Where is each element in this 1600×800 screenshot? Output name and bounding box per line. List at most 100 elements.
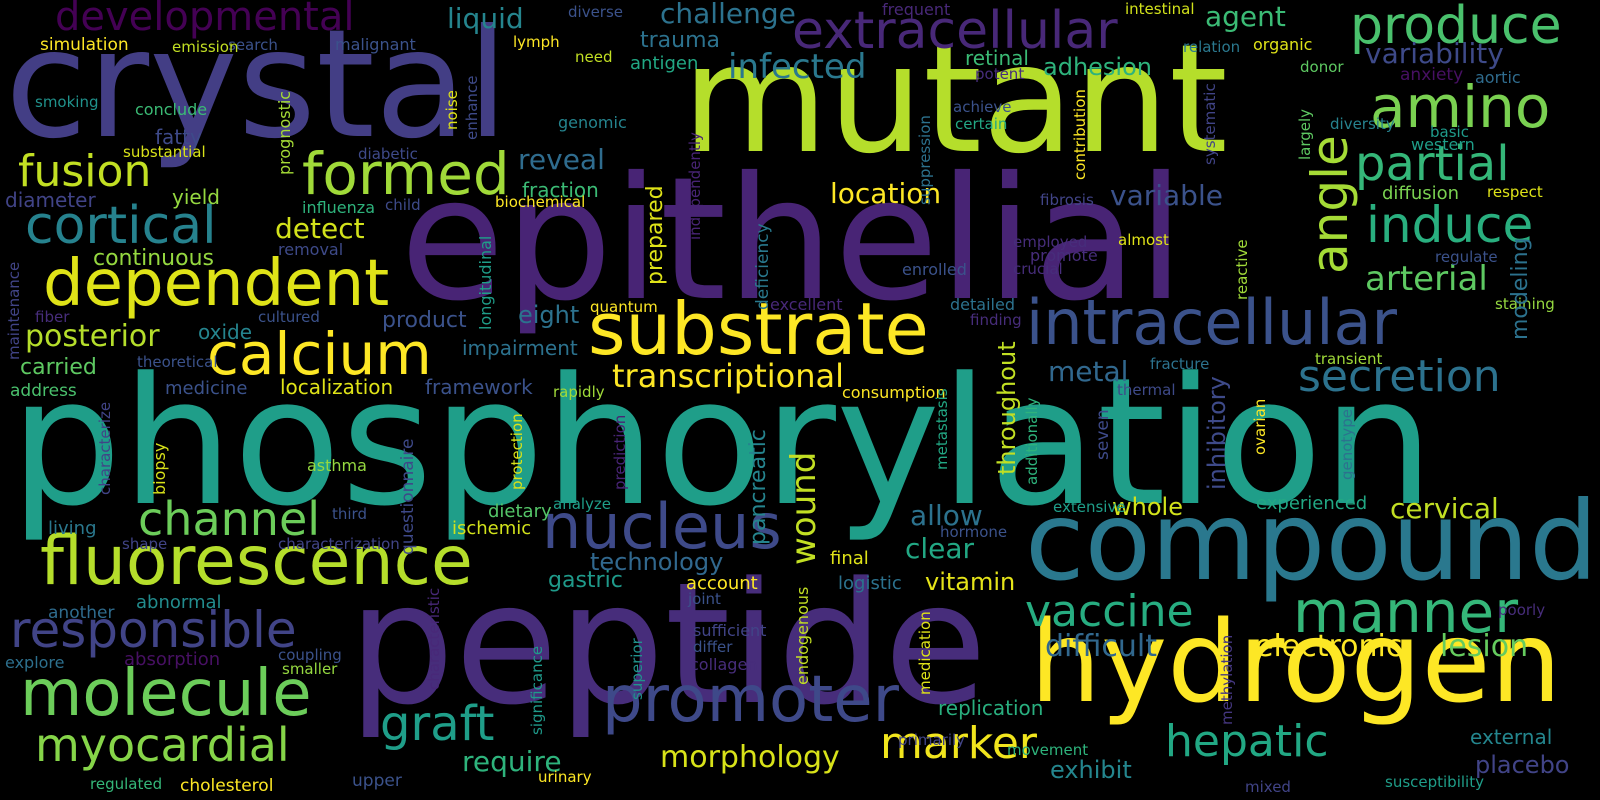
word-product: product [382,308,467,333]
word-metastasis: metastasis [933,388,951,470]
word-impairment: impairment [462,336,578,360]
word-almost: promote [1030,246,1098,265]
word-search: diverse [568,3,624,21]
word-variable: variable [1110,179,1223,212]
word-poorly: susceptibility [1385,773,1484,791]
word-myocardial: myocardial [35,718,290,772]
word-reveal: reveal [518,143,605,176]
word-theoretical: cultured [258,308,320,326]
word-challenge: challenge [660,0,796,30]
word-lymph: need [575,48,613,66]
word-localization: localization [280,375,394,399]
word-cultured: fiber [35,308,70,326]
word-modeling: modeling [1508,237,1533,340]
word-yield: yield [172,185,220,209]
word-respect: diffusion [1382,183,1460,204]
word-thermal: transient [1315,350,1383,368]
word-metal: metal [1048,355,1129,388]
word-agent: agent [1205,0,1286,33]
word-final: final [830,548,869,569]
word-molecule: molecule [20,657,312,731]
word-asthma: rapidly [553,383,605,401]
word-peptide: peptide [348,546,988,742]
word-questionnaire: questionnaire [398,438,418,555]
word-gastric: gastric [548,568,623,593]
word-differ: sufficient [693,621,767,640]
word-promote: employed [1013,233,1088,251]
word-liquid: liquid [447,2,524,35]
word-vitamin: vitamin [925,568,1016,596]
word-adhesion: adhesion [1043,53,1152,81]
word-hepatic: hepatic [1165,716,1329,767]
word-basic: diversity [1330,115,1395,133]
word-fluorescence: fluorescence [40,522,473,601]
word-throughout: throughout [993,341,1021,475]
word-primarily: regulated [90,775,163,793]
word-extracellular: extracellular [792,1,1118,61]
word-quantum: theoretical [137,353,218,371]
word-dependent: dependent [43,247,390,321]
word-donor: organic [1253,35,1313,54]
word-anxiety: donor [1300,58,1344,76]
word-third: asthma [307,456,367,475]
word-exhibit: exhibit [1050,756,1132,784]
word-western: basic [1430,123,1469,141]
word-aortic: anxiety [1400,65,1464,85]
word-clear: clear [905,532,975,565]
word-formed: formed [302,140,510,208]
word-finding: fracture [1150,355,1210,373]
word-characterize: characterize [96,401,114,495]
word-carried: carried [20,355,97,380]
word-vaccine: vaccine [1025,586,1194,637]
word-cholesterol: cholesterol [180,776,274,796]
word-compound: compound [1025,478,1598,605]
word-promoter: promoter [602,663,899,737]
word-fiber: emission [172,38,239,56]
word-genotype: genotype [1338,409,1356,480]
word-electronic: electronic [1255,629,1403,664]
word-lesion: lesion [1440,629,1529,664]
word-biochemical: child [385,196,421,214]
word-nucleus: nucleus [542,490,782,563]
word-urinary: smaller [282,660,338,678]
word-framework: framework [425,375,533,399]
word-pancreatic: pancreatic [746,429,771,545]
word-intracellular: intracellular [1026,286,1398,359]
word-need: genomic [558,113,627,132]
word-coupling: collagen [690,655,758,674]
word-mixed: movement [1007,741,1089,759]
word-experienced: experienced [1256,493,1368,514]
word-systematic: systematic [1201,83,1219,165]
word-independently: independently [686,132,704,240]
word-achieve: almost [1118,231,1169,249]
word-maintenance: maintenance [5,261,23,360]
word-infected: infected [728,47,867,87]
word-oxide: oxide [198,320,253,344]
word-ischemic: analyze [553,495,612,513]
word-reactive: reactive [1233,239,1251,300]
word-whole: whole [1112,493,1183,521]
word-simulation: simulation [40,35,129,55]
word-longitudinal: longitudinal [476,235,495,330]
word-trauma: trauma [640,28,721,53]
word-ovarian: ovarian [1251,398,1269,455]
word-removal: influenza [302,198,375,217]
word-substantial: diabetic [358,145,418,163]
word-protection: protection [508,413,526,490]
word-placebo: placebo [1475,751,1570,779]
word-living: living [48,518,97,539]
word-malignant: search [228,36,278,54]
word-diverse: lymph [513,33,560,51]
word-medicine: medicine [165,378,248,399]
word-continuous: continuous [93,246,214,271]
word-location: location [830,177,942,210]
word-significance: significance [528,645,546,735]
word-regulate: respect [1487,183,1543,201]
word-analyze: third [332,505,367,523]
word-prediction: prediction [611,414,629,490]
word-movement: primarily [898,731,966,749]
word-genomic: smoking [35,93,99,111]
word-account: account [686,573,758,594]
word-dietary: dietary [488,501,552,522]
word-regulated: upper [352,771,402,791]
